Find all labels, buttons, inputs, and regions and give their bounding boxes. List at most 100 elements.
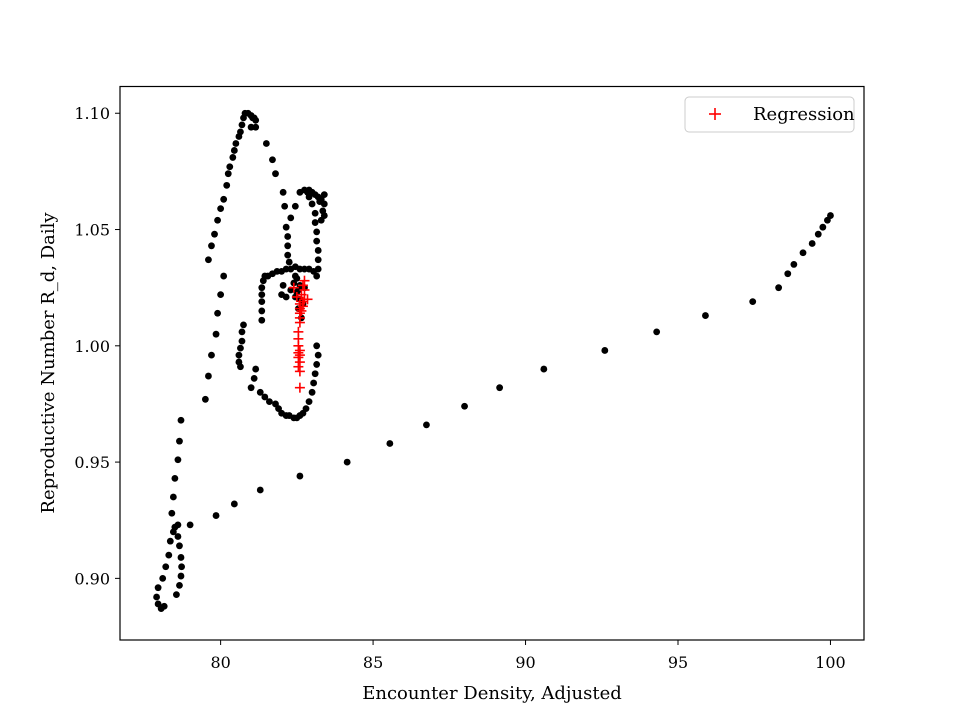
data-point bbox=[284, 242, 292, 250]
data-point bbox=[230, 147, 238, 154]
regression-point bbox=[294, 357, 305, 368]
data-point bbox=[173, 591, 180, 599]
data-point bbox=[214, 309, 221, 317]
data-point bbox=[702, 312, 709, 319]
data-point bbox=[314, 351, 322, 359]
data-point bbox=[176, 542, 183, 550]
data-point bbox=[653, 328, 661, 336]
data-point bbox=[601, 347, 609, 354]
regression-point bbox=[302, 294, 313, 305]
data-point bbox=[808, 240, 816, 247]
data-point bbox=[230, 500, 238, 508]
legend: Regression bbox=[684, 96, 855, 133]
data-point bbox=[256, 388, 264, 396]
data-point bbox=[314, 247, 322, 254]
data-point bbox=[224, 170, 232, 178]
data-point bbox=[165, 551, 173, 559]
axis-ticks: 80 85 90 95 100 0.90 0.95 1.00 1.05 1.10 bbox=[74, 104, 845, 672]
data-point bbox=[237, 363, 244, 371]
data-point bbox=[313, 228, 321, 236]
data-point bbox=[238, 337, 246, 345]
data-point bbox=[177, 554, 185, 561]
regression-point bbox=[294, 317, 305, 328]
data-point bbox=[269, 156, 276, 164]
data-point bbox=[252, 365, 260, 373]
data-point bbox=[266, 398, 273, 406]
data-point bbox=[281, 202, 289, 210]
data-point bbox=[308, 200, 316, 208]
data-point bbox=[313, 272, 321, 280]
data-point bbox=[827, 212, 834, 219]
data-point bbox=[749, 298, 757, 306]
legend-box bbox=[684, 96, 855, 133]
x-tick-label: 95 bbox=[668, 653, 688, 672]
data-point bbox=[171, 474, 179, 482]
regression-point bbox=[297, 280, 308, 291]
data-point bbox=[313, 361, 321, 368]
data-point bbox=[343, 458, 351, 466]
data-point bbox=[177, 572, 185, 580]
data-point bbox=[252, 123, 260, 131]
y-axis-label: Reproductive Number R_d, Daily bbox=[38, 212, 59, 514]
data-point bbox=[162, 563, 170, 571]
regression-point bbox=[294, 366, 305, 377]
data-point bbox=[279, 281, 287, 289]
x-tick-label: 80 bbox=[210, 653, 230, 672]
data-point bbox=[784, 270, 792, 278]
data-point bbox=[153, 593, 160, 601]
data-point bbox=[178, 563, 185, 571]
data-point bbox=[261, 393, 269, 401]
data-point bbox=[386, 440, 394, 447]
data-point bbox=[214, 216, 221, 224]
data-point bbox=[308, 388, 316, 396]
data-point bbox=[775, 284, 783, 292]
data-point bbox=[279, 188, 287, 196]
data-point bbox=[790, 261, 798, 268]
y-tick-label: 1.10 bbox=[74, 104, 110, 123]
data-point bbox=[258, 316, 266, 324]
regression-point bbox=[293, 352, 304, 363]
data-point bbox=[256, 486, 264, 494]
data-point bbox=[310, 379, 318, 387]
data-point bbox=[258, 298, 266, 306]
data-point bbox=[291, 202, 299, 210]
data-point bbox=[316, 198, 324, 206]
data-point bbox=[174, 521, 182, 529]
data-point bbox=[186, 521, 194, 529]
data-point bbox=[212, 512, 220, 519]
plot-frame bbox=[119, 85, 865, 641]
data-point bbox=[238, 328, 246, 336]
data-point bbox=[313, 237, 321, 245]
data-point bbox=[291, 272, 299, 280]
data-point bbox=[423, 421, 430, 429]
data-points bbox=[153, 109, 834, 613]
data-point bbox=[211, 230, 218, 238]
data-point bbox=[814, 230, 822, 238]
data-point bbox=[212, 330, 220, 338]
data-point bbox=[240, 321, 247, 329]
data-point bbox=[169, 493, 177, 501]
data-point bbox=[208, 242, 215, 250]
data-point bbox=[250, 374, 258, 382]
data-point bbox=[220, 272, 228, 280]
data-point bbox=[168, 509, 176, 517]
data-point bbox=[296, 188, 304, 196]
data-point bbox=[174, 533, 182, 540]
data-point bbox=[247, 384, 255, 392]
regression-point bbox=[296, 305, 307, 316]
data-point bbox=[205, 372, 212, 380]
x-tick-label: 85 bbox=[363, 653, 383, 672]
data-point bbox=[282, 293, 290, 301]
data-point bbox=[177, 416, 185, 424]
x-tick-label: 100 bbox=[815, 653, 846, 672]
data-point bbox=[284, 251, 292, 259]
data-point bbox=[461, 402, 468, 410]
data-point bbox=[314, 256, 322, 264]
y-tick-label: 1.05 bbox=[74, 221, 110, 240]
data-point bbox=[159, 574, 167, 582]
data-point bbox=[496, 384, 504, 392]
data-point bbox=[258, 307, 266, 315]
data-point bbox=[296, 472, 304, 480]
data-point bbox=[166, 537, 174, 545]
data-point bbox=[311, 219, 319, 226]
